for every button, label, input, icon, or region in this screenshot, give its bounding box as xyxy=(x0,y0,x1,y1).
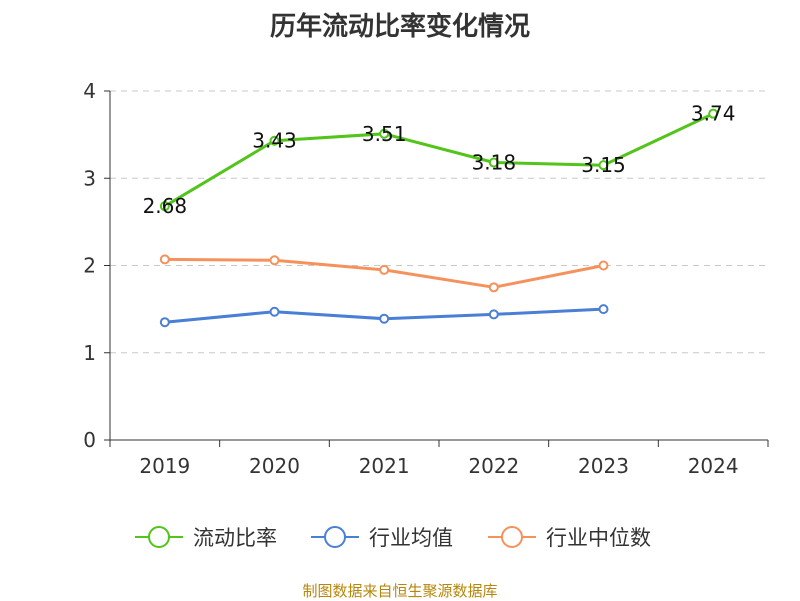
series-point xyxy=(159,317,170,328)
legend-marker xyxy=(501,526,523,548)
x-tick-label: 2022 xyxy=(468,454,519,478)
legend-label: 行业中位数 xyxy=(546,526,651,550)
series-point xyxy=(598,160,609,171)
chart-title: 历年流动比率变化情况 xyxy=(269,12,530,42)
series-point xyxy=(159,201,170,212)
series-point xyxy=(488,309,499,320)
series-point xyxy=(708,108,719,119)
data-label: 3.43 xyxy=(252,129,297,153)
y-tick-label: 2 xyxy=(83,254,96,278)
data-labels: 2.68 3.43 3.51 3.18 3.15 3.74 xyxy=(143,102,736,218)
legend-marker xyxy=(148,526,170,548)
data-label: 3.18 xyxy=(472,151,517,175)
series-point xyxy=(598,260,609,271)
legend[interactable]: 流动比率 行业均值 行业中位数 xyxy=(135,526,651,550)
axes: 0 1 2 3 4 2019 2020 2021 2022 2023 2024 xyxy=(83,79,769,478)
y-tick-label: 3 xyxy=(83,166,96,190)
data-label: 3.51 xyxy=(362,122,407,146)
series-point xyxy=(269,135,280,146)
series-point xyxy=(159,254,170,265)
data-label: 2.68 xyxy=(143,194,188,218)
data-label: 3.74 xyxy=(691,102,736,126)
series-point xyxy=(598,304,609,315)
y-tick-label: 1 xyxy=(83,341,96,365)
series-point xyxy=(269,306,280,317)
y-tick-label: 4 xyxy=(83,79,96,103)
grid-lines xyxy=(110,90,768,354)
source-note: 制图数据来自恒生聚源数据库 xyxy=(302,582,498,600)
series-point xyxy=(269,255,280,266)
x-tick-label: 2019 xyxy=(139,454,190,478)
x-tick-label: 2023 xyxy=(578,454,629,478)
y-tick-label: 0 xyxy=(83,428,96,452)
series-point xyxy=(488,282,499,293)
series-layer xyxy=(159,108,719,328)
x-tick-label: 2024 xyxy=(688,454,739,478)
x-tick-label: 2020 xyxy=(249,454,300,478)
x-tick-label: 2021 xyxy=(359,454,410,478)
series-point xyxy=(379,313,390,324)
series-point xyxy=(379,128,390,139)
legend-marker xyxy=(324,526,346,548)
series-point xyxy=(379,264,390,275)
data-label: 3.15 xyxy=(581,153,626,177)
legend-label: 行业均值 xyxy=(369,526,453,550)
legend-label: 流动比率 xyxy=(193,526,277,550)
series-line xyxy=(164,112,714,208)
series-point xyxy=(488,157,499,168)
